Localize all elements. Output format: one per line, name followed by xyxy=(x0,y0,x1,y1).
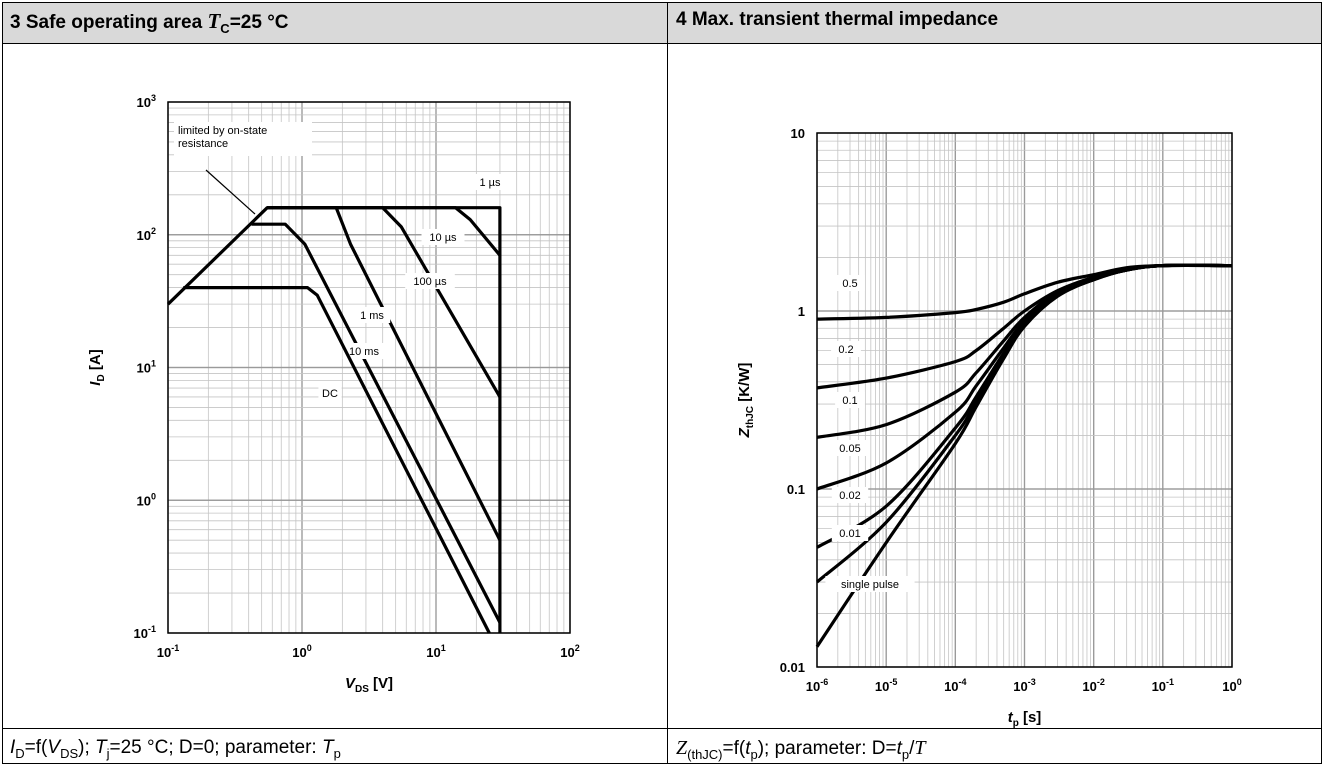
y-tick-label: 1 xyxy=(798,304,805,319)
annotation-text: limited by on-state xyxy=(178,125,267,137)
y-axis-label: ZthJC [K/W] xyxy=(736,363,756,439)
series-label-5: DC xyxy=(322,388,338,400)
plot-frame xyxy=(167,101,571,634)
y-tick-label: 103 xyxy=(137,93,156,110)
cap-r-3s: p xyxy=(750,746,758,762)
x-tick-label: 100 xyxy=(1222,677,1241,694)
series-label-bg xyxy=(405,273,455,289)
cap-r-1: Z xyxy=(676,737,688,759)
cap-l-1: I xyxy=(10,737,16,758)
x-axis-label: tp [s] xyxy=(1008,709,1042,729)
series-label-bg xyxy=(353,307,391,323)
series-label-0: 1 µs xyxy=(479,177,501,189)
cap-r-7: T xyxy=(914,737,926,759)
cap-r-1s: (thJC) xyxy=(687,746,723,762)
series-label-bg xyxy=(831,487,869,503)
cap-r-6: / xyxy=(909,738,915,759)
left-title-rest: =25 °C xyxy=(229,12,289,33)
series-label-4: 10 ms xyxy=(349,346,379,358)
cap-l-3s: DS xyxy=(60,745,79,761)
series-line-6 xyxy=(815,263,1233,648)
left-panel-title: 3 Safe operating area TC=25 °C xyxy=(10,9,289,36)
x-axis-label: VDS [V] xyxy=(345,675,393,695)
x-tick-label: 10-1 xyxy=(1152,677,1174,694)
series-label-3: 1 ms xyxy=(360,310,384,322)
cap-r-4: ); parameter: D= xyxy=(757,738,897,759)
cap-l-7: T xyxy=(322,737,334,758)
x-tick-label: 102 xyxy=(560,643,579,660)
y-tick-label: 10 xyxy=(791,126,805,141)
series-label-4: 0.02 xyxy=(839,490,860,502)
cap-l-6: =25 °C; D=0; parameter: xyxy=(109,737,322,758)
y-tick-label: 102 xyxy=(137,226,156,243)
x-tick-label: 101 xyxy=(426,643,445,660)
cap-l-5: T xyxy=(95,737,107,758)
series-label-0: 0.5 xyxy=(842,278,857,290)
series-label-bg xyxy=(342,343,386,359)
y-tick-label: 0.01 xyxy=(780,660,805,675)
cap-l-5s: j xyxy=(106,745,110,761)
cap-r-5: t xyxy=(896,738,902,759)
annotation-leader xyxy=(205,169,256,215)
cap-l-1s: D xyxy=(15,745,25,761)
cap-l-3: V xyxy=(47,737,61,758)
series-label-2: 0.1 xyxy=(842,395,857,407)
right-panel-caption: Z(thJC)=f(tp); parameter: D=tp/T xyxy=(676,737,926,762)
left-title-text: 3 Safe operating area xyxy=(10,12,208,33)
series-label-6: single pulse xyxy=(841,579,899,591)
column-divider xyxy=(667,3,668,763)
left-title-sub: C xyxy=(220,20,230,36)
series-label-1: 10 µs xyxy=(429,232,457,244)
series-label-bg xyxy=(835,392,865,408)
x-tick-label: 10-5 xyxy=(875,677,897,694)
cap-l-4: ); xyxy=(78,737,96,758)
series-line-3 xyxy=(267,206,502,541)
cap-r-3: t xyxy=(745,738,751,759)
y-tick-label: 0.1 xyxy=(787,482,805,497)
plot-frame xyxy=(816,132,1233,668)
x-tick-label: 10-6 xyxy=(806,677,828,694)
y-axis-label: ID [A] xyxy=(87,349,107,385)
series-label-5: 0.01 xyxy=(839,528,860,540)
header-row xyxy=(3,3,1321,44)
x-tick-label: 100 xyxy=(292,643,311,660)
series-label-bg xyxy=(831,525,869,541)
cap-r-2: =f( xyxy=(722,738,746,759)
cap-r-5s: p xyxy=(901,746,910,762)
series-label-bg xyxy=(421,229,465,245)
series-line-5 xyxy=(183,286,491,634)
annotation-bg xyxy=(174,122,312,156)
series-label-bg xyxy=(318,385,342,401)
series-line-4 xyxy=(251,222,502,624)
left-title-var: T xyxy=(207,9,221,33)
cap-l-7s: p xyxy=(333,745,341,761)
y-tick-label: 100 xyxy=(137,491,156,508)
left-panel-caption: ID=f(VDS); Tj=25 °C; D=0; parameter: Tp xyxy=(10,737,341,761)
series-label-2: 100 µs xyxy=(413,276,447,288)
right-panel-title: 4 Max. transient thermal impedance xyxy=(676,9,999,30)
series-label-1: 0.2 xyxy=(838,344,853,356)
cap-l-2: =f( xyxy=(24,737,48,758)
x-tick-label: 10-2 xyxy=(1082,677,1104,694)
series-label-bg xyxy=(831,440,869,456)
y-tick-label: 101 xyxy=(137,359,156,376)
y-tick-label: 10-1 xyxy=(134,624,156,641)
series-label-bg xyxy=(825,576,915,592)
annotation-text: resistance xyxy=(178,138,228,150)
series-label-bg xyxy=(835,275,865,291)
series-label-bg xyxy=(471,174,509,190)
x-tick-label: 10-3 xyxy=(1013,677,1035,694)
x-tick-label: 10-4 xyxy=(944,677,966,694)
footer-row-divider xyxy=(3,728,1321,729)
x-tick-label: 10-1 xyxy=(157,643,179,660)
series-label-3: 0.05 xyxy=(839,443,860,455)
series-label-bg xyxy=(831,341,861,357)
